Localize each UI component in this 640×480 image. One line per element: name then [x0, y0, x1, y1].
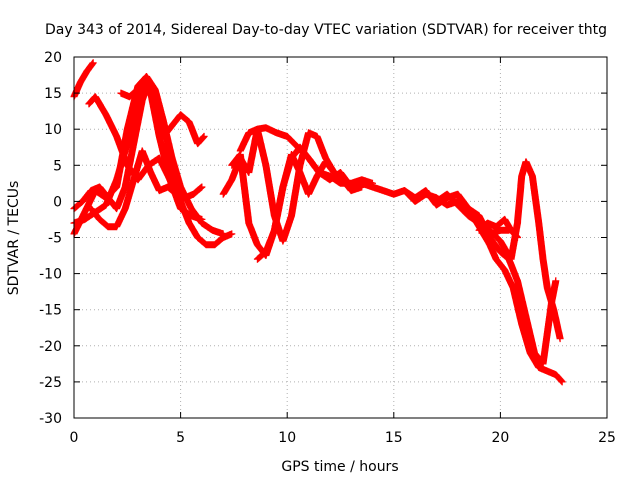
x-tick-label: 10 [278, 430, 296, 446]
series-sat-k [253, 151, 366, 263]
x-axis-title: GPS time / hours [281, 459, 398, 475]
axis-layer: 0 5 10 15 20 25 -30 -25 -20 -15 -10 -5 0 5 10 15 20 [39, 50, 616, 446]
chart-title: Day 343 of 2014, Sidereal Day-to-day VTE… [45, 22, 607, 38]
x-tick-label: 5 [176, 430, 185, 446]
y-tick-label: 5 [53, 158, 62, 174]
x-tick-label: 20 [491, 430, 509, 446]
series-sat-f [85, 93, 191, 220]
series-markers [87, 147, 206, 231]
x-tick-label: 25 [598, 430, 616, 446]
y-tick-label: 10 [44, 122, 62, 138]
series-markers [475, 215, 521, 241]
y-tick-label: -15 [39, 303, 62, 319]
x-tick-label: 0 [70, 430, 79, 446]
y-tick-label: -25 [39, 375, 62, 391]
series-sat-g [117, 75, 208, 148]
x-tick-label: 15 [385, 430, 403, 446]
data-layer [70, 59, 566, 386]
y-tick-label: 0 [53, 194, 62, 210]
y-tick-label: 20 [44, 50, 62, 66]
y-axis-title: SDTVAR / TECUs [6, 181, 22, 296]
y-tick-label: -20 [39, 339, 62, 355]
series-sat-p [475, 215, 521, 241]
series-markers [85, 93, 191, 220]
y-tick-label: -10 [39, 267, 62, 283]
y-tick-label: -30 [39, 411, 62, 427]
series-sat-e [87, 147, 206, 231]
y-tick-label: 15 [44, 86, 62, 102]
series-markers [253, 151, 366, 263]
series-markers [117, 75, 208, 148]
y-tick-label: -5 [48, 231, 62, 247]
